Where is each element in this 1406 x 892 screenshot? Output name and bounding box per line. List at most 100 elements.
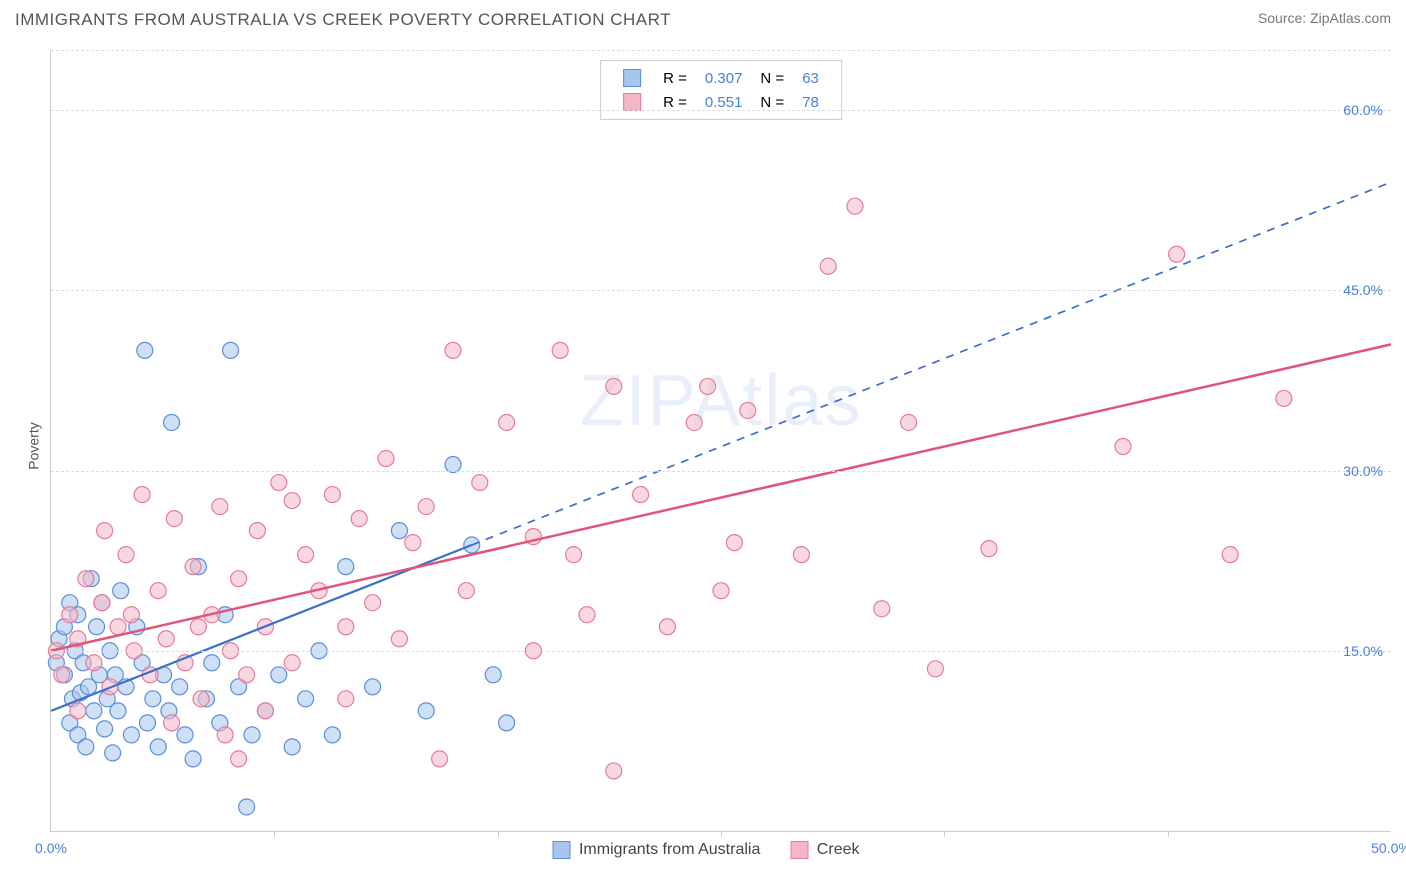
trend-line-extrapolated [472, 182, 1391, 545]
scatter-plot-svg [51, 50, 1391, 831]
data-point [726, 535, 742, 551]
data-point [150, 583, 166, 599]
data-point [137, 342, 153, 358]
legend-label: Creek [817, 841, 860, 858]
data-point [901, 414, 917, 430]
data-point [284, 655, 300, 671]
data-point [1115, 439, 1131, 455]
data-point [298, 691, 314, 707]
chart-plot-area: ZIPAtlas R =0.307N =63R =0.551N =78 Immi… [50, 50, 1391, 832]
data-point [164, 414, 180, 430]
data-point [78, 739, 94, 755]
data-point [134, 487, 150, 503]
data-point [249, 523, 265, 539]
data-point [499, 715, 515, 731]
legend-swatch [553, 841, 571, 859]
data-point [145, 691, 161, 707]
gridline-h [51, 110, 1391, 111]
data-point [418, 499, 434, 515]
data-point [391, 631, 407, 647]
data-point [981, 541, 997, 557]
data-point [606, 378, 622, 394]
data-point [110, 703, 126, 719]
data-point [123, 607, 139, 623]
data-point [139, 715, 155, 731]
data-point [713, 583, 729, 599]
legend-r-label: R = [655, 67, 695, 89]
data-point [1276, 390, 1292, 406]
x-tick-mark [498, 831, 499, 837]
data-point [365, 679, 381, 695]
legend-r-value: 0.307 [697, 67, 751, 89]
data-point [185, 559, 201, 575]
data-point [324, 487, 340, 503]
data-point [193, 691, 209, 707]
data-point [217, 727, 233, 743]
data-point [164, 715, 180, 731]
data-point [552, 342, 568, 358]
trend-line [51, 344, 1391, 650]
data-point [62, 607, 78, 623]
data-point [223, 342, 239, 358]
data-point [86, 655, 102, 671]
data-point [324, 727, 340, 743]
x-tick-mark [944, 831, 945, 837]
data-point [166, 511, 182, 527]
data-point [927, 661, 943, 677]
y-tick-label: 30.0% [1343, 463, 1383, 479]
data-point [271, 667, 287, 683]
legend-n-value: 63 [794, 67, 827, 89]
data-point [606, 763, 622, 779]
y-tick-label: 45.0% [1343, 282, 1383, 298]
data-point [740, 402, 756, 418]
legend-swatch [790, 841, 808, 859]
data-point [700, 378, 716, 394]
data-point [105, 745, 121, 761]
y-tick-label: 15.0% [1343, 643, 1383, 659]
data-point [284, 739, 300, 755]
data-point [123, 727, 139, 743]
data-point [86, 703, 102, 719]
data-point [405, 535, 421, 551]
data-point [391, 523, 407, 539]
gridline-h [51, 290, 1391, 291]
data-point [244, 727, 260, 743]
data-point [94, 595, 110, 611]
data-point [54, 667, 70, 683]
data-point [284, 493, 300, 509]
data-point [78, 571, 94, 587]
data-point [445, 342, 461, 358]
data-point [271, 475, 287, 491]
series-legend: Immigrants from Australia Creek [553, 841, 890, 859]
legend-n-label: N = [752, 67, 792, 89]
data-point [257, 703, 273, 719]
data-point [190, 619, 206, 635]
data-point [231, 571, 247, 587]
y-tick-label: 60.0% [1343, 102, 1383, 118]
data-point [158, 631, 174, 647]
data-point [472, 475, 488, 491]
data-point [485, 667, 501, 683]
data-point [378, 451, 394, 467]
data-point [298, 547, 314, 563]
data-point [204, 655, 220, 671]
data-point [97, 721, 113, 737]
data-point [418, 703, 434, 719]
data-point [177, 727, 193, 743]
data-point [118, 547, 134, 563]
data-point [231, 751, 247, 767]
data-point [365, 595, 381, 611]
data-point [239, 799, 255, 815]
x-tick-mark [1168, 831, 1169, 837]
data-point [338, 691, 354, 707]
data-point [70, 703, 86, 719]
data-point [110, 619, 126, 635]
legend-row: R =0.307N =63 [615, 67, 827, 89]
data-point [172, 679, 188, 695]
data-point [1169, 246, 1185, 262]
legend-item: Immigrants from Australia [553, 841, 761, 858]
data-point [113, 583, 129, 599]
data-point [847, 198, 863, 214]
data-point [659, 619, 675, 635]
gridline-h [51, 50, 1391, 51]
